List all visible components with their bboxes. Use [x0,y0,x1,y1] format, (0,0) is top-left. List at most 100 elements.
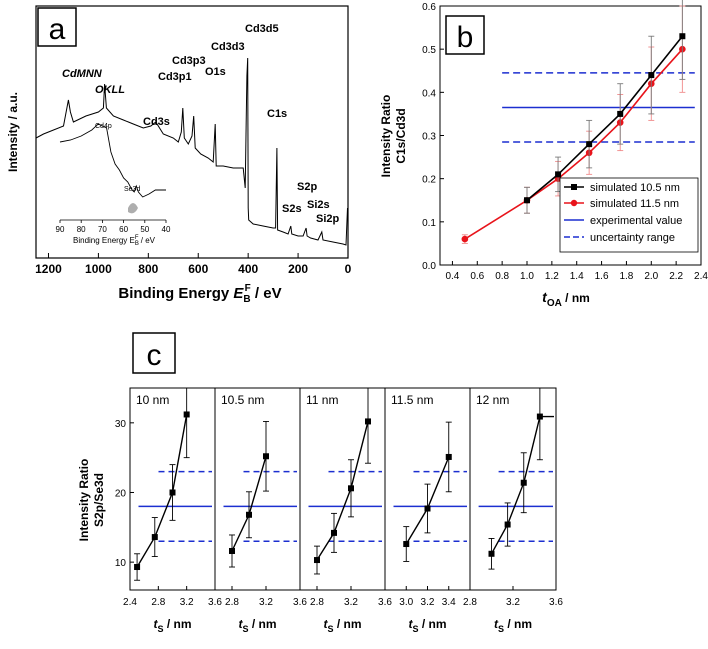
survey-spectrum-line [35,57,348,246]
x-tick-label: 3.6 [293,597,307,608]
data-point [134,564,141,571]
subplot-x-label: tS / nm [323,617,361,634]
peak-label: C1s [267,108,287,120]
subplot-x-label: tS / nm [238,617,276,634]
legend-marker-11-5nm [570,199,578,207]
x-tick-label: 1.0 [520,271,534,282]
x-tick-label: 2.8 [151,597,165,608]
data-point [314,557,320,564]
panel-b-legend: simulated 10.5 nm simulated 11.5 nm expe… [559,177,699,253]
y-tick-label: 0.2 [422,175,436,186]
x-tick-label: 3.2 [259,597,273,608]
legend-label-uncertainty: uncertainty range [590,232,675,244]
data-point [555,171,562,178]
panel-b-label-box [445,15,485,55]
inset-se3d-peak-fill [128,203,138,214]
panel-a-label-box [37,7,77,47]
y-tick-label: 30 [115,419,127,430]
x-tick-label: 1.6 [595,271,609,282]
data-point [331,529,337,536]
panel-b-y-label-1: Intensity Ratio [379,95,393,178]
x-tick-label: 2.8 [225,597,239,608]
y-tick-label: 0.0 [422,261,436,272]
inset-spectrum [59,123,166,198]
data-point [348,485,354,492]
panel-a-x-ticks: 1200 1000 800 600 400 200 0 [35,253,352,276]
data-point [169,489,176,496]
data-point [524,197,530,204]
x-tick-label: 3.2 [180,597,194,608]
data-point [536,413,543,420]
y-tick-label: 10 [115,558,127,569]
subplot-2: 10.5 nm 2.8 3.2 3.6 [214,387,307,608]
panel-c-subplots: 10 nm 2.4 2.8 3.2 3.6 10.5 nm 2.8 3.2 3.6 11 nm 2.… [123,387,563,608]
data-point [679,33,686,40]
peak-label: S2p [297,181,317,193]
subplot-1: 10 nm 2.4 2.8 3.2 3.6 [123,387,222,608]
inset-label-se3d: Se3d [124,186,140,193]
legend-marker-10-5nm [571,184,577,190]
peak-label: Cd3p1 [158,71,192,83]
x-tick-label: 2.4 [123,597,137,608]
panel-b-ticks: 0.4 0.6 0.8 1.0 1.2 1.4 1.6 1.8 2.0 2.2 2.4 0.0 0.1 0… [422,2,708,282]
y-tick-label: 0.6 [422,2,436,13]
x-tick-label: 1.8 [619,271,633,282]
data-point [403,541,410,548]
data-point [151,534,158,541]
panel-c-label-box [132,332,176,374]
x-tick-label: 3.6 [208,597,222,608]
series-line [316,421,369,561]
panel-b-series [461,0,686,244]
peak-label: Cd3s [143,116,170,128]
data-point [648,72,655,79]
x-tick-label: 400 [238,262,258,276]
panel-c-x-labels: tS / nm tS / nm tS / nm tS / nm tS / nm [153,617,532,634]
x-tick-label: 0.6 [470,271,484,282]
peak-label: CdMNN [62,68,103,80]
data-point [263,453,269,460]
x-tick-label: 0 [345,262,352,276]
peak-label: O1s [205,66,226,78]
peak-label: Cd3d5 [245,23,279,35]
legend-label-experimental: experimental value [590,215,682,227]
data-point [520,479,527,486]
y-tick-label: 0.3 [422,132,436,143]
x-tick-label: 2.2 [669,271,683,282]
x-tick-label: 3.2 [344,597,358,608]
data-point [365,418,371,425]
x-tick-label: 0.4 [445,271,459,282]
subplot-4: 11.5 nm 3.0 3.2 3.4 [384,387,471,608]
x-tick-label: 200 [288,262,308,276]
legend-box [559,177,699,253]
x-tick-label: 3.4 [442,597,456,608]
subplot-frame [469,387,557,591]
inset-x-label: Binding Energy EBF / eV [73,235,156,247]
panel-b-x-label: tOA / nm [542,289,590,309]
x-tick-label: 3.0 [399,597,413,608]
panel-c: c 10 nm2.4 2.8 3.2 3.610.5 nm2.8 3.2 3.611 nm… [77,332,563,634]
subplot-x-label: tS / nm [408,617,446,634]
x-tick-label: 2.4 [694,271,708,282]
subplot-thickness-label: 10.5 nm [221,393,264,407]
panel-a-inset: 90 80 70 60 50 40 Binding Energy EBF / eV Cd4… [56,123,171,247]
inset-x-tick-label: 70 [98,225,107,234]
subplot-frame [299,387,386,591]
panel-b: b 0.4 0.6 0.8 1.0 1.2 1.4 1.6 1.8 2.0 2.2 2.40.00.… [379,0,708,309]
data-point [229,547,235,554]
panel-c-label: c [147,339,162,372]
peak-label: Cd3p3 [172,55,206,67]
peak-label: Si2p [316,213,340,225]
subplot-thickness-label: 11 nm [306,393,338,407]
peak-label: Si2s [307,199,330,211]
panel-b-reference-lines [502,72,695,143]
inset-spectrum-line [59,123,166,198]
series-line [526,35,684,201]
x-tick-label: 800 [138,262,158,276]
peak-label: Cd3d3 [211,41,245,53]
panel-a-spectrum [35,57,348,246]
data-point [586,141,593,148]
subplot-3: 11 nm 2.8 3.2 3.6 [299,387,392,608]
panel-a-y-label: Intensity / a.u. [6,92,20,172]
